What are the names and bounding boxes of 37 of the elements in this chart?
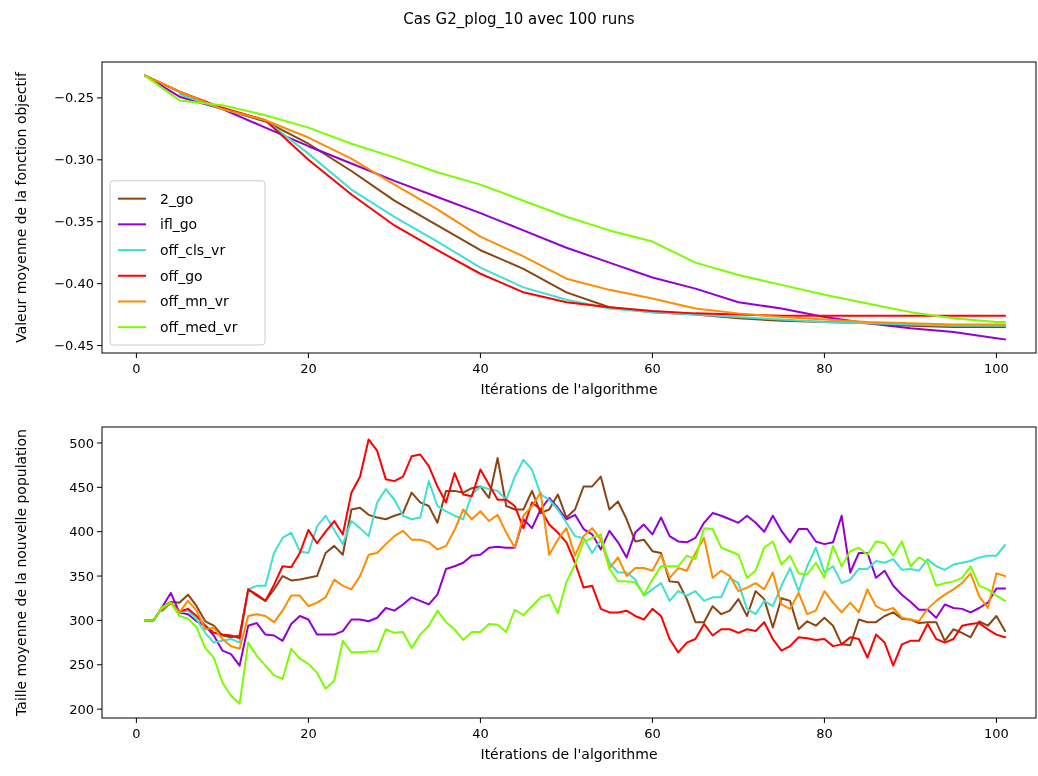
x-tick-label: 60 <box>644 726 661 741</box>
y-tick-label: 250 <box>69 657 94 673</box>
y-tick-label: 450 <box>69 479 94 495</box>
y-tick-label: −0.45 <box>54 338 94 354</box>
y-tick-label: −0.30 <box>54 152 94 168</box>
x-tick-label: 100 <box>984 726 1009 741</box>
legend-label: 2_go <box>160 190 194 207</box>
x-tick-label: 40 <box>472 361 489 376</box>
x-axis-title: Itérations de l'algorithme <box>480 746 658 762</box>
x-tick-label: 80 <box>816 361 833 376</box>
x-tick-label: 80 <box>816 726 833 741</box>
y-tick-label: −0.40 <box>54 276 94 292</box>
x-tick-label: 0 <box>132 726 141 741</box>
x-tick-label: 40 <box>472 726 489 741</box>
y-axis-title: Taille moyenne de la nouvelle population <box>13 429 29 717</box>
y-tick-label: 300 <box>69 612 94 628</box>
x-tick-label: 0 <box>132 361 141 376</box>
y-tick-label: 200 <box>69 701 94 717</box>
legend-label: ifl_go <box>160 216 198 233</box>
y-axis-title: Valeur moyenne de la fonction objectif <box>13 71 29 343</box>
legend-label: off_go <box>160 267 203 284</box>
line-series <box>161 438 1007 667</box>
y-tick-label: 400 <box>69 524 94 540</box>
legend-label: off_med_vr <box>160 319 238 336</box>
x-axis-title: Itérations de l'algorithme <box>480 381 658 397</box>
x-tick-label: 20 <box>300 726 317 741</box>
chart-title: Cas G2_plog_10 avec 100 runs <box>403 10 635 29</box>
x-tick-label: 20 <box>300 361 317 376</box>
y-tick-label: 350 <box>69 568 94 584</box>
x-tick-label: 100 <box>984 361 1009 376</box>
y-tick-label: −0.25 <box>54 90 94 106</box>
x-tick-label: 60 <box>644 361 661 376</box>
y-tick-label: 500 <box>69 435 94 451</box>
line-series <box>144 527 1007 705</box>
y-tick-label: −0.35 <box>54 214 94 230</box>
legend-label: off_cls_vr <box>160 241 226 258</box>
legend-label: off_mn_vr <box>160 293 230 310</box>
